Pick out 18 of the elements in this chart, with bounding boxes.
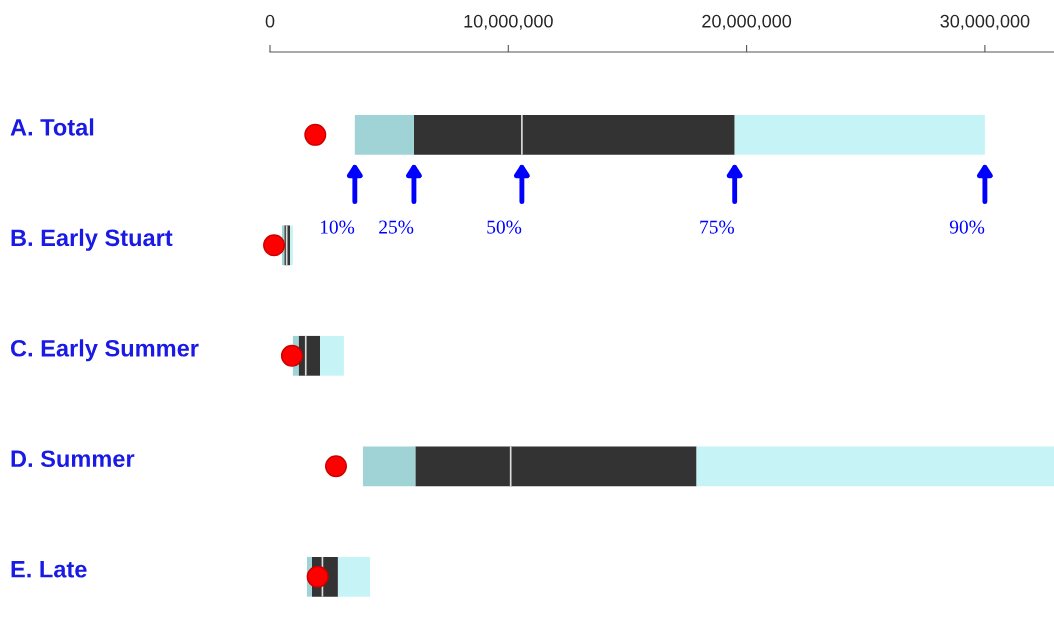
annotation: 90% xyxy=(949,220,985,234)
x-tick-label: 20,000,000 xyxy=(702,14,792,30)
x-tick-label: 10,000,000 xyxy=(464,14,553,30)
y-tick-label: B. Early Stuart xyxy=(11,228,173,251)
x-tick-label: 0 xyxy=(265,14,275,28)
y-tick-label: A. Total xyxy=(10,118,94,136)
y-tick-label: D. Summer xyxy=(11,450,135,468)
x-tick-label: 30,000,000 xyxy=(940,14,1030,30)
point xyxy=(280,344,303,367)
y-tick-label: C. Early Summer xyxy=(10,339,199,362)
point xyxy=(304,123,327,146)
annotation: 25% xyxy=(379,220,414,234)
annotation: 75% xyxy=(700,220,735,234)
point xyxy=(263,234,286,257)
annotation: 50% xyxy=(487,220,522,234)
y-tick-label: E. Late xyxy=(11,561,87,578)
annotation: 10% xyxy=(320,220,355,234)
point xyxy=(325,455,348,478)
